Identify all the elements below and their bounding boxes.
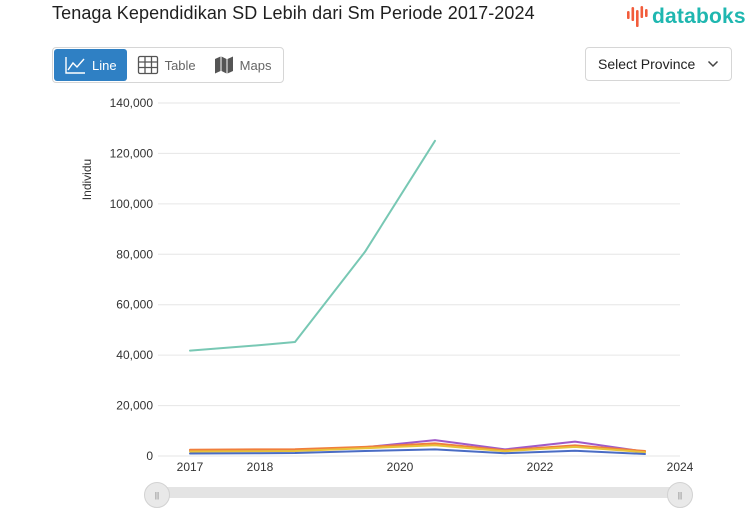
x-axis-ticks: 2017 2018 2020 2022 2024: [177, 460, 694, 474]
range-handle-right[interactable]: ||: [667, 482, 693, 508]
y-tick-label: 80,000: [116, 247, 153, 261]
tab-maps[interactable]: Maps: [205, 48, 281, 82]
chevron-down-icon: [707, 60, 719, 68]
tab-table-label: Table: [164, 57, 196, 73]
tab-line-label: Line: [92, 57, 117, 73]
series-line[interactable]: [189, 442, 646, 452]
series-line[interactable]: [189, 444, 646, 454]
province-select-label: Select Province: [598, 56, 696, 72]
x-tick-label: 2020: [387, 460, 414, 474]
gridlines: [158, 102, 680, 457]
tab-table[interactable]: Table: [128, 48, 205, 82]
y-tick-label: 0: [146, 449, 153, 463]
x-tick-label: 2024: [667, 460, 694, 474]
table-icon: [137, 55, 158, 75]
tab-maps-label: Maps: [239, 57, 272, 73]
province-select[interactable]: Select Province: [585, 47, 732, 81]
y-tick-label: 120,000: [110, 146, 154, 160]
tab-line[interactable]: Line: [54, 49, 127, 81]
y-tick-label: 140,000: [110, 96, 154, 110]
line-chart-icon: [65, 57, 85, 74]
y-tick-label: 60,000: [116, 298, 153, 312]
series-lines: [189, 139, 646, 455]
map-icon: [214, 56, 233, 74]
databoks-logo-icon: [627, 6, 648, 27]
x-tick-label: 2017: [177, 460, 204, 474]
y-axis-ticks: 0 20,000 40,000 60,000 80,000 100,000 120,000 1…: [110, 96, 154, 463]
range-handle-left[interactable]: ||: [144, 482, 170, 508]
y-tick-label: 40,000: [116, 348, 153, 362]
range-scrollbar[interactable]: [146, 487, 692, 498]
y-tick-label: 20,000: [116, 399, 153, 413]
brand-name: databoks: [652, 5, 746, 28]
y-tick-label: 100,000: [110, 197, 154, 211]
view-tabs: Line Table Maps: [52, 47, 284, 83]
series-line[interactable]: [189, 139, 436, 352]
y-axis-label: Individu: [80, 159, 94, 200]
series-line[interactable]: [189, 448, 646, 455]
chart-title: Tenaga Kependidikan SD Lebih dari Sm Per…: [52, 3, 535, 23]
x-tick-label: 2018: [247, 460, 274, 474]
x-tick-label: 2022: [527, 460, 554, 474]
brand-logo[interactable]: databoks: [626, 4, 746, 30]
